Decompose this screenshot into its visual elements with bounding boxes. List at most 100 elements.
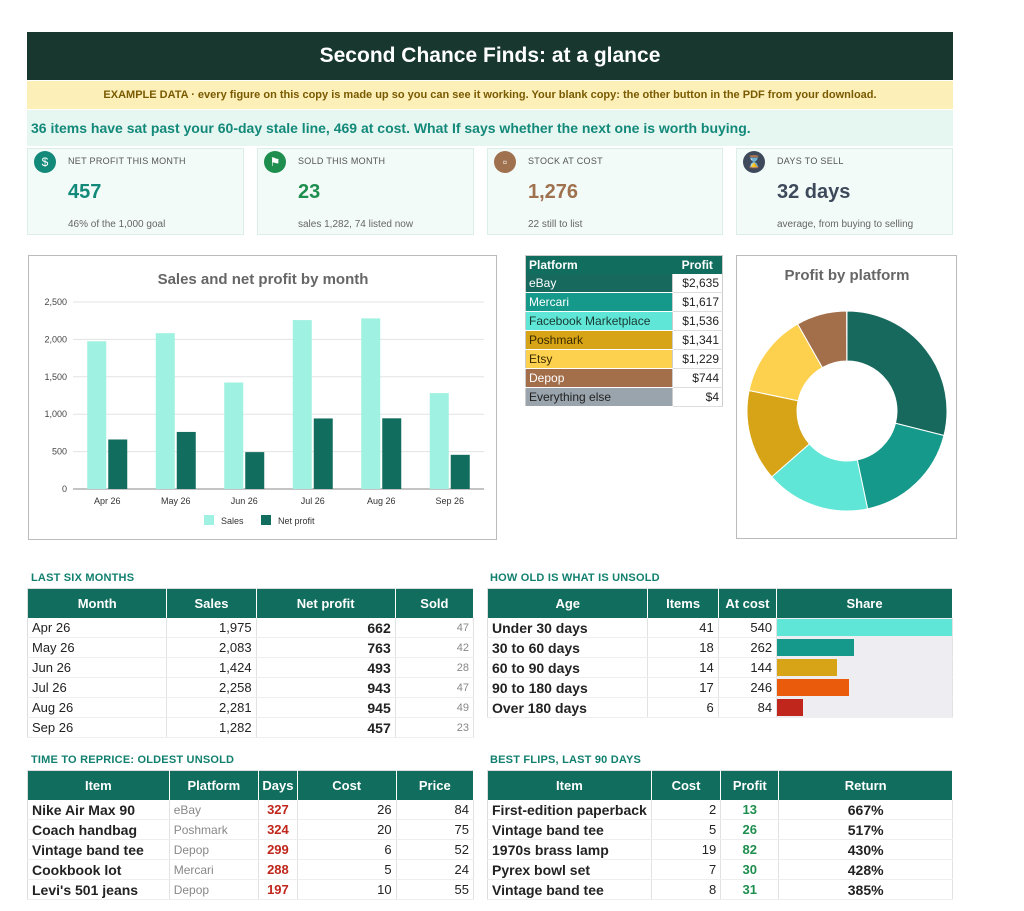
- item-cell: Cookbook lot: [27, 859, 170, 880]
- col-items: Items: [647, 588, 719, 618]
- sales-bar: [224, 382, 244, 489]
- month-cell: May 26: [27, 637, 168, 658]
- item-cell: Levi's 501 jeans: [27, 879, 170, 900]
- share-cell: [776, 697, 953, 718]
- items-cell: 41: [647, 618, 719, 638]
- profit-cell: 31: [720, 879, 780, 900]
- table-row: Over 180 days 6 84: [487, 697, 953, 718]
- cost-cell: 8: [651, 879, 722, 900]
- share-bar: [777, 679, 849, 696]
- profit-cell: 26: [720, 819, 780, 840]
- month-cell: Jul 26: [27, 677, 168, 698]
- kpi-value: 1,276: [528, 181, 579, 203]
- days-cell: 327: [258, 800, 298, 820]
- platform-cell: Depop: [169, 879, 260, 900]
- col-days: Days: [258, 770, 298, 800]
- profit-by-platform-chart: Profit by platform: [736, 255, 957, 539]
- sales-bar: [292, 320, 312, 489]
- items-cell: 17: [647, 677, 719, 698]
- table-row: Jul 26 2,258 943 47: [27, 677, 475, 698]
- kpi-label: NET PROFIT THIS MONTH: [68, 156, 186, 166]
- net-profit-bar: [108, 439, 128, 489]
- net-profit-bar: [450, 454, 470, 489]
- platform-name: Facebook Marketplace: [525, 311, 673, 331]
- table-row: May 26 2,083 763 42: [27, 637, 475, 658]
- profit-by-platform-svg: Profit by platform: [746, 267, 948, 512]
- x-tick-label: Aug 26: [367, 496, 396, 506]
- kpi-card-days-to-sell: ⌛ DAYS TO SELL 32 days average, from buy…: [736, 148, 953, 235]
- tag-icon: ⚑: [264, 151, 286, 173]
- legend-swatch: [261, 515, 271, 525]
- sold-cell: 28: [395, 657, 475, 678]
- platform-row: Everything else $4: [525, 387, 723, 407]
- sold-cell: 49: [395, 697, 475, 718]
- platform-profit: $1,536: [671, 311, 723, 331]
- col-net-profit: Net profit: [256, 588, 396, 618]
- net-profit-bar: [245, 452, 265, 489]
- sales-profit-chart-svg: Sales and net profit by month 0 500 1,000 1…: [44, 271, 484, 526]
- item-cell: First-edition paperback: [487, 800, 652, 820]
- platform-header: Platform: [525, 255, 673, 274]
- profit-cell: 13: [720, 800, 780, 820]
- reprice-table: Item Platform Days Cost Price Nike Air M…: [27, 770, 475, 900]
- table-row: First-edition paperback 2 13 667%: [487, 800, 953, 820]
- platform-name: Poshmark: [525, 330, 673, 350]
- platform-profit: $4: [671, 387, 723, 407]
- at-cost-cell: 144: [718, 657, 778, 678]
- age-cell: Over 180 days: [487, 697, 649, 718]
- sales-bar: [361, 318, 381, 489]
- platform-row: Depop $744: [525, 368, 723, 388]
- platform-profit: $2,635: [671, 274, 723, 293]
- cost-cell: 19: [651, 839, 722, 860]
- sales-bar: [429, 393, 449, 489]
- table-row: Vintage band tee 5 26 517%: [487, 819, 953, 840]
- share-bar: [777, 639, 855, 656]
- kpi-label: STOCK AT COST: [528, 156, 603, 166]
- best-flips-title: BEST FLIPS, LAST 90 DAYS: [490, 754, 642, 766]
- return-cell: 517%: [778, 819, 953, 840]
- platform-row: eBay $2,635: [525, 274, 723, 293]
- table-row: Aug 26 2,281 945 49: [27, 697, 475, 718]
- platform-profit-table: Platform Profit eBay $2,635 Mercari $1,617 F…: [525, 255, 723, 407]
- col-cost: Cost: [297, 770, 397, 800]
- days-cell: 299: [258, 839, 298, 860]
- net-profit-bar: [382, 418, 402, 489]
- platform-name: Depop: [525, 368, 673, 388]
- kpi-value: 32 days: [777, 181, 851, 203]
- price-cell: 75: [396, 819, 475, 840]
- table-row: 60 to 90 days 14 144: [487, 657, 953, 678]
- kpi-subtext: 46% of the 1,000 goal: [68, 219, 166, 230]
- col-share: Share: [776, 588, 953, 618]
- table-row: Coach handbag Poshmark 324 20 75: [27, 819, 475, 840]
- table-row: Cookbook lot Mercari 288 5 24: [27, 859, 475, 880]
- net-profit-bar: [313, 418, 333, 489]
- box-icon: ▫: [494, 151, 516, 173]
- return-cell: 428%: [778, 859, 953, 880]
- sales-cell: 2,083: [166, 637, 257, 658]
- at-cost-cell: 84: [718, 697, 778, 718]
- col-return: Return: [778, 770, 953, 800]
- table-row: 1970s brass lamp 19 82 430%: [487, 839, 953, 860]
- col-month: Month: [27, 588, 168, 618]
- days-cell: 288: [258, 859, 298, 880]
- donut-slice: [846, 310, 948, 437]
- table-row: Jun 26 1,424 493 28: [27, 657, 475, 678]
- col-item: Item: [27, 770, 170, 800]
- month-cell: Jun 26: [27, 657, 168, 678]
- legend-swatch: [204, 515, 214, 525]
- net-profit-cell: 945: [256, 697, 396, 718]
- platform-profit: $744: [671, 368, 723, 388]
- net-profit-cell: 763: [256, 637, 396, 658]
- table-row: 90 to 180 days 17 246: [487, 677, 953, 698]
- kpi-subtext: average, from buying to selling: [777, 219, 914, 230]
- kpi-card-net-profit: $ NET PROFIT THIS MONTH 457 46% of the 1…: [27, 148, 244, 235]
- profit-header: Profit: [672, 255, 723, 274]
- platform-name: eBay: [525, 274, 673, 293]
- table-row: Levi's 501 jeans Depop 197 10 55: [27, 879, 475, 900]
- cost-cell: 10: [297, 879, 397, 900]
- cost-cell: 5: [297, 859, 397, 880]
- cost-cell: 5: [651, 819, 722, 840]
- cost-cell: 7: [651, 859, 722, 880]
- legend-label: Sales: [221, 516, 244, 526]
- age-cell: 60 to 90 days: [487, 657, 649, 678]
